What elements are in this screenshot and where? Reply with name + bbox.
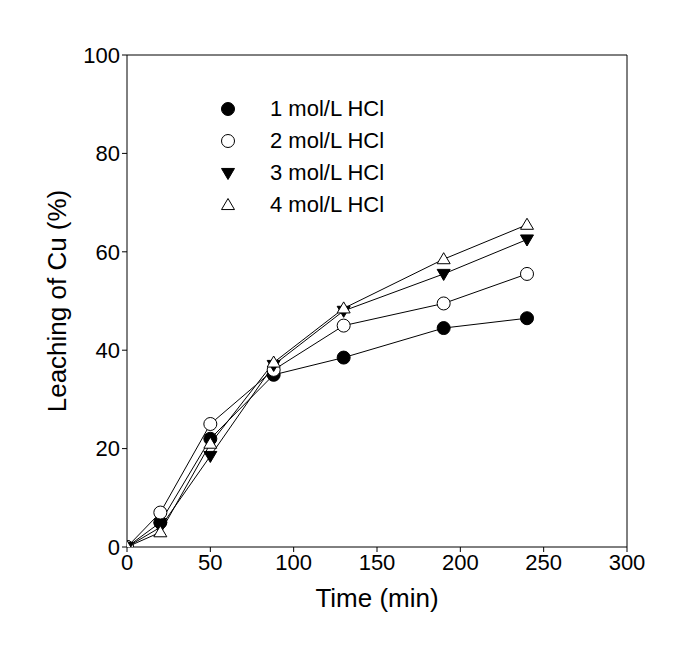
svg-text:200: 200 [442,550,479,575]
html-text:2 mol/L HCl: 2 mol/L HCl [270,128,385,153]
html-text:4 mol/L HCl: 4 mol/L HCl [270,192,385,217]
html-text:1 mol/L HCl: 1 mol/L HCl [270,96,385,121]
svg-text:80: 80 [96,141,120,166]
svg-text:Leaching of Cu (%): Leaching of Cu (%) [42,190,72,413]
svg-text:Time (min): Time (min) [315,583,438,613]
svg-text:0: 0 [108,535,120,560]
svg-text:50: 50 [198,550,222,575]
svg-text:300: 300 [609,550,646,575]
svg-text:20: 20 [96,436,120,461]
svg-text:40: 40 [96,338,120,363]
svg-text:60: 60 [96,240,120,265]
svg-text:100: 100 [83,43,120,68]
svg-text:0: 0 [121,550,133,575]
svg-text:150: 150 [359,550,396,575]
html-text:3 mol/L HCl: 3 mol/L HCl [270,160,385,185]
svg-text:250: 250 [525,550,562,575]
svg-text:100: 100 [275,550,312,575]
